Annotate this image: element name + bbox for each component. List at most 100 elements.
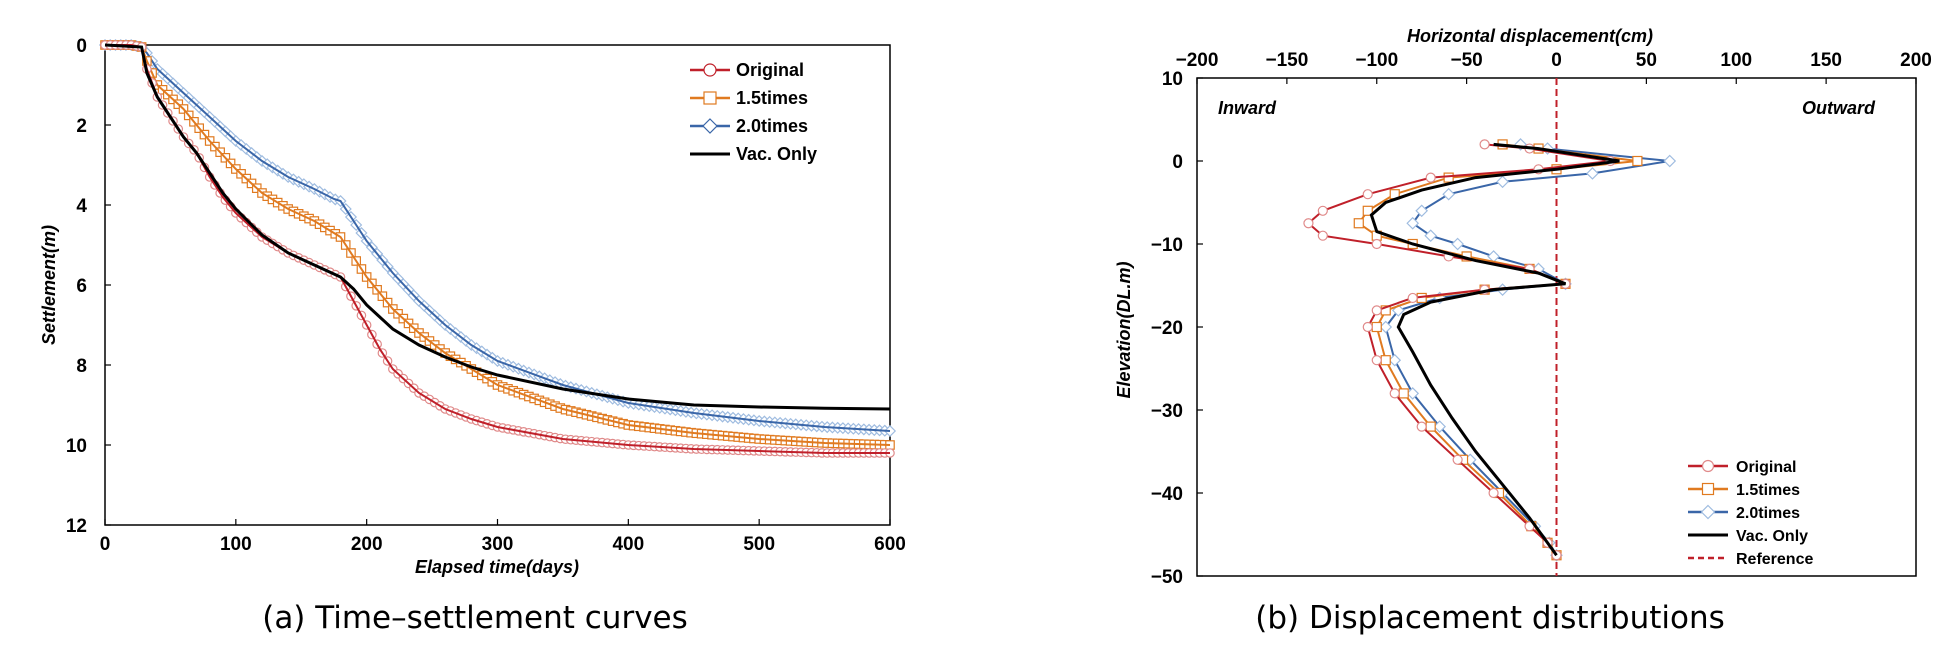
x-tick-label-b: −100 [1355, 50, 1398, 71]
x-tick-label-a: 300 [482, 534, 514, 555]
legend-item-b: 2.0times [1688, 504, 1800, 522]
data-point-b [1488, 487, 1499, 499]
annotation-inward: Inward [1218, 98, 1277, 118]
legend-marker-a [703, 91, 717, 105]
x-tick-label-b: −200 [1176, 50, 1219, 71]
series-b-vac_only [1369, 142, 1620, 557]
x-tick-label-a: 200 [351, 534, 383, 555]
x-tick-label-b: 100 [1720, 50, 1752, 71]
legend-item-a: 2.0times [690, 116, 808, 136]
y-tick-label-a: 6 [76, 276, 87, 297]
y-tick-label-b: −30 [1151, 401, 1183, 422]
data-point-b [1362, 205, 1373, 216]
data-point-b [1406, 216, 1420, 230]
series-a-times15 [100, 40, 895, 450]
series-b [1303, 78, 1677, 576]
x-axis-label-a: Elapsed time(days) [415, 557, 579, 577]
data-point-b [1371, 321, 1382, 333]
data-point-b [1442, 187, 1455, 201]
y-tick-label-b: 10 [1162, 69, 1183, 90]
series-a [98, 38, 897, 458]
y-tick-label-a: 10 [66, 436, 87, 457]
data-point-b [1389, 388, 1400, 399]
axes-b: −200 −150 −100 −50 0 50 100 150 200100−10−20−30−… [1151, 50, 1932, 588]
x-tick-label-b: −50 [1451, 50, 1483, 71]
y-axis-label-b: Elevation(DL.m) [1114, 261, 1134, 398]
data-point-b [1407, 292, 1418, 304]
legend-marker-b [1701, 482, 1715, 496]
data-point-b [1371, 305, 1382, 316]
x-tick-label-b: −150 [1265, 50, 1308, 71]
axes-a: 0 100 200 300 400 500 600 0 2 4 6 8 10 12 [66, 36, 906, 555]
y-tick-label-a: 8 [76, 356, 87, 377]
data-point-b [1586, 167, 1599, 180]
x-tick-label-a: 500 [743, 534, 775, 555]
data-point-b [1425, 172, 1436, 183]
data-point-b [1379, 320, 1393, 334]
chart-time-settlement: 0 100 200 300 400 500 600 0 2 4 6 8 10 12 Elapsed tim… [39, 36, 906, 577]
legend-item-b: Reference [1688, 551, 1813, 568]
y-axis-label-a: Settlement(m) [39, 225, 59, 345]
x-tick-label-b: 200 [1900, 50, 1932, 71]
y-tick-label-b: −10 [1151, 235, 1183, 256]
data-point-b [1362, 189, 1373, 200]
x-tick-label-a: 100 [220, 534, 252, 555]
annotation-outward: Outward [1802, 98, 1876, 118]
x-tick-label-a: 600 [874, 534, 906, 555]
data-point-b [1443, 172, 1454, 183]
data-point-b [1496, 175, 1509, 189]
x-axis-label-b: Horizontal displacement(cm) [1407, 26, 1653, 46]
legend-item-a: 1.5times [690, 88, 808, 108]
y-tick-label-a: 2 [76, 116, 87, 137]
y-tick-label-a: 0 [76, 36, 87, 57]
legend-label-a: Vac. Only [736, 144, 817, 164]
legend-label-a: 1.5times [736, 88, 808, 108]
data-point-b [1632, 155, 1643, 167]
legend-a: Original 1.5times 2.0times Vac. Only [690, 60, 817, 164]
series-b-times20 [1379, 138, 1677, 562]
legend-item-b: 1.5times [1688, 482, 1800, 499]
data-point-b [1362, 321, 1373, 333]
data-point-b [1425, 421, 1436, 432]
series-line-a-times15 [105, 44, 891, 446]
data-point-b [1317, 205, 1328, 216]
series-line-a-vac_only [104, 43, 891, 411]
legend-label-b: Vac. Only [1736, 528, 1808, 545]
x-tick-label-a: 400 [612, 534, 644, 555]
data-point-b [1479, 139, 1490, 150]
y-tick-label-b: 0 [1172, 152, 1183, 173]
x-tick-label-b: 50 [1636, 50, 1657, 71]
caption-b: (b) Displacement distributions [1255, 600, 1725, 636]
legend-item-b: Vac. Only [1688, 528, 1808, 545]
data-point-b [1398, 388, 1409, 399]
legend-label-b: Reference [1736, 551, 1813, 568]
data-point-b [1380, 355, 1391, 366]
legend-item-a: Vac. Only [690, 144, 817, 164]
y-tick-label-a: 12 [66, 516, 87, 537]
legend-label-b: Original [1736, 459, 1796, 476]
data-point-b [1452, 454, 1463, 465]
caption-a: (a) Time–settlement curves [262, 600, 688, 636]
legend-item-a: Original [690, 60, 804, 80]
x-tick-label-b: 0 [1551, 50, 1562, 71]
data-point-b [1433, 420, 1447, 433]
data-point-b [1416, 421, 1427, 432]
series-line-b-vac_only [1369, 142, 1620, 557]
y-tick-label-b: −40 [1151, 484, 1183, 505]
legend-label-a: Original [736, 60, 804, 80]
chart-displacement: −200 −150 −100 −50 0 50 100 150 200100−10−20−30−… [1114, 26, 1932, 588]
legend-label-b: 1.5times [1736, 482, 1800, 499]
data-point-b [1415, 204, 1429, 218]
data-point-b [1406, 387, 1420, 400]
x-tick-label-a: 0 [100, 534, 111, 555]
data-point-b [1663, 154, 1677, 168]
series-line-b-times20 [1384, 143, 1670, 556]
data-point-b [1371, 355, 1382, 366]
y-tick-label-a: 4 [76, 196, 87, 217]
y-tick-label-b: −50 [1151, 567, 1183, 588]
legend-marker-b [1701, 459, 1715, 473]
series-a-vac_only [104, 43, 891, 411]
data-point-b [1451, 237, 1464, 251]
data-point-b [1353, 218, 1364, 229]
